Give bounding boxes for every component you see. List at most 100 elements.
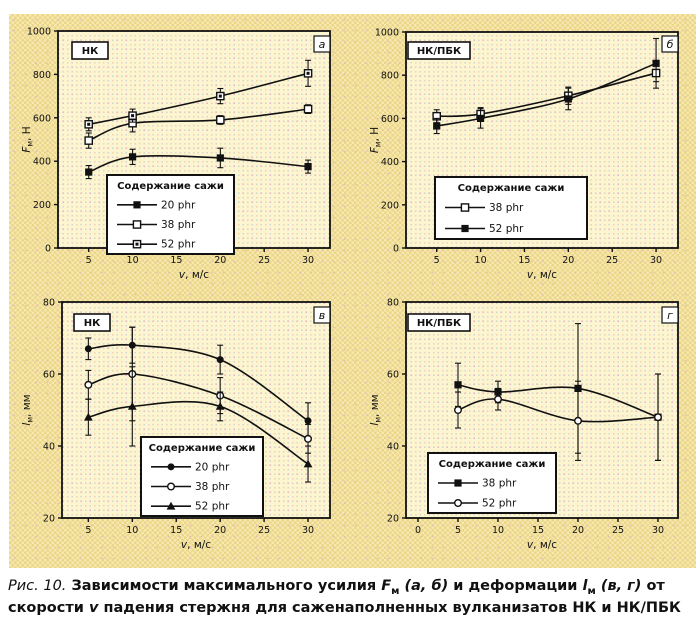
legend-item-label: 38 phr [489,202,524,214]
y-tick-label: 400 [33,157,51,168]
series-38-phr [84,104,313,149]
legend-title: Содержание сажи [458,183,565,194]
sample-label: НК [82,46,99,57]
x-axis: 5 10 15 20 25 30 v, м/с [85,518,314,551]
x-tick-label: 30 [302,255,314,266]
x-tick-label: 30 [652,525,664,536]
caption-segment: и деформации [448,578,583,594]
x-tick-label: 10 [126,525,138,536]
y-axis: 0 200 400 600 800 1000 Fм, Н [21,27,58,255]
legend-item-label: 52 phr [482,498,517,510]
caption-segment: падения стержня для саженаполненных вулк… [98,599,681,616]
caption-segment: Зависимости максимального усилия [66,578,382,594]
sample-label: НК/ПБК [417,46,462,57]
series-52-phr [84,59,313,132]
series-52-phr [83,366,313,483]
plot-frame [61,301,331,519]
x-tick-label: 10 [127,255,139,266]
x-tick-label: 25 [612,525,624,536]
y-tick-label: 80 [387,298,399,309]
caption-segment: Рис. 10. [8,578,67,594]
x-axis: 5 10 15 20 25 30 v, м/с [434,248,662,281]
x-tick-label: 5 [86,255,92,266]
legend-item-label: 52 phr [161,239,196,251]
y-axis: 20 40 60 80 lм, мм [21,298,62,525]
sample-label: НК/ПБК [417,318,462,329]
caption-segment: от скорости [8,578,665,616]
y-tick-label: 200 [33,200,51,211]
x-tick-label: 5 [455,525,461,536]
panel-letter: б [667,38,674,51]
x-tick-label: 30 [302,525,314,536]
caption-segment: м [587,585,596,597]
legend-item-label: 38 phr [195,481,230,493]
y-axis-title: lм, мм [21,394,35,425]
panel-letter-box: а [313,35,331,53]
series-20-phr [85,147,312,180]
y-tick-label: 800 [381,71,399,82]
x-tick-label: 25 [258,525,270,536]
x-tick-label: 20 [214,525,226,536]
legend-item-label: 52 phr [489,223,524,235]
legend-item-label: 52 phr [195,501,230,513]
sample-label-box: НК/ПБК [407,313,471,332]
legend-item-label: 20 phr [195,461,230,473]
legend-item-label: 38 phr [482,478,517,490]
y-tick-label: 1000 [375,28,399,39]
panel-letter: а [319,38,326,51]
y-tick-label: 60 [387,370,399,381]
x-tick-label: 5 [85,525,91,536]
y-axis-title: lм, мм [369,394,383,425]
panel-letter: г [667,309,673,322]
y-tick-label: 20 [387,514,399,525]
caption-segment: v [88,599,99,616]
y-tick-label: 1000 [27,27,51,38]
legend: Содержание сажи 38 phr 52 phr [434,176,588,240]
y-tick-label: 600 [381,114,399,125]
y-axis-title: Fм, Н [21,126,35,152]
caption-segment: F [381,578,392,594]
y-tick-label: 40 [387,442,399,453]
x-tick-label: 0 [415,525,421,536]
panel-letter: в [319,309,325,322]
y-tick-label: 0 [393,244,399,255]
x-tick-label: 10 [492,525,504,536]
y-axis-title: Fм, Н [369,127,383,153]
x-tick-label: 30 [650,255,662,266]
caption-segment: м [391,585,400,597]
x-tick-label: 25 [606,255,618,266]
y-tick-label: 600 [33,113,51,124]
chart-panel-b-force-nk-pbk: 5 10 15 20 25 30 v, м/с 0 200 400 600 800 1000 Fм, Н Н… [369,28,679,281]
caption-segment: (в, г) [595,578,642,594]
y-tick-label: 400 [381,157,399,168]
x-tick-label: 15 [518,255,530,266]
x-tick-label: 20 [562,255,574,266]
series-52-phr [433,37,660,135]
plot-frame [405,31,679,249]
x-axis-title: v, м/с [179,269,209,281]
x-axis-title: v, м/с [181,539,211,551]
legend: Содержание сажи 38 phr 52 phr [427,452,557,514]
sample-label-box: НК/ПБК [407,41,471,60]
x-tick-label: 25 [258,255,270,266]
chart-panel-a-force-nk: 5 10 15 20 25 30 v, м/с 0 200 400 600 800 1000 Fм, Н Н… [21,27,331,281]
sample-label: НК [84,318,101,329]
y-tick-label: 200 [381,200,399,211]
y-tick-label: 800 [33,70,51,81]
caption-segment: l [582,578,588,594]
y-tick-label: 60 [43,370,55,381]
x-tick-label: 15 [170,525,182,536]
y-tick-label: 40 [43,442,55,453]
legend: Содержание сажи 20 phr 38 phr 52 phr [106,174,235,255]
x-tick-label: 5 [434,255,440,266]
chart-panel-g-deform-nk-pbk: 0 5 10 15 20 25 30 v, м/с 20 40 60 80 lм, мм НК/ПБК г С… [369,298,679,551]
series-20-phr [84,326,312,440]
x-tick-label: 15 [170,255,182,266]
figure-caption: Рис. 10. Зависимости максимального усили… [8,576,690,620]
x-axis-title: v, м/с [527,269,557,281]
x-axis-title: v, м/с [527,539,557,551]
x-tick-label: 20 [214,255,226,266]
x-tick-label: 15 [532,525,544,536]
